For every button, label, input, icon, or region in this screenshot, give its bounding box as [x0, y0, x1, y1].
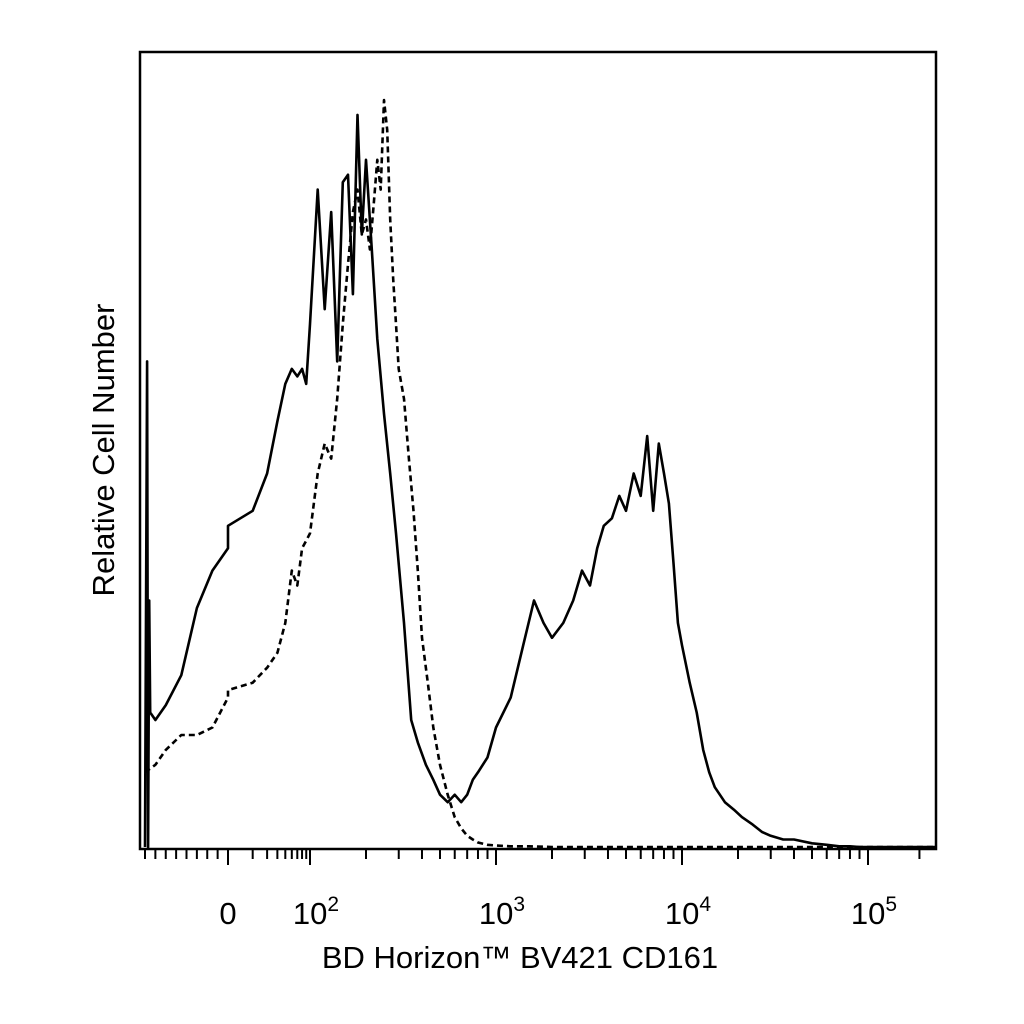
x-tick-label: 104 — [665, 893, 711, 931]
y-axis-label: Relative Cell Number — [86, 304, 121, 597]
x-tick-label: 103 — [479, 893, 525, 931]
x-tick-labels: 0 102 103 104 105 — [219, 893, 897, 931]
series-line-solid — [143, 113, 936, 849]
x-axis-ticks — [144, 849, 921, 865]
x-tick-label: 102 — [293, 893, 339, 931]
series-layer — [143, 98, 936, 849]
x-axis-label: BD Horizon™ BV421 CD161 — [322, 940, 718, 975]
x-tick-label: 105 — [851, 893, 897, 931]
x-tick-label: 0 — [219, 896, 236, 931]
series-line-dashed — [144, 98, 936, 849]
plot-frame — [138, 50, 938, 851]
